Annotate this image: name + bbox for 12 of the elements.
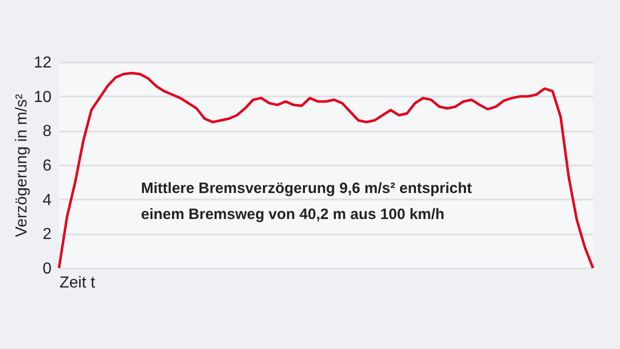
y-tick-label: 10 — [34, 88, 52, 106]
x-axis-title: Zeit t — [60, 274, 96, 292]
annotation: Mittlere Bremsverzögerung 9,6 m/s² entspricht — [141, 180, 472, 197]
y-tick-label: 8 — [42, 123, 52, 140]
y-axis-title: Verzögerung in m/s² — [14, 93, 31, 238]
y-tick-label: 12 — [34, 54, 52, 72]
line-series — [58, 72, 594, 270]
y-tick-label: 0 — [42, 260, 52, 278]
annotation: einem Bremsweg von 40,2 m aus 100 km/h — [141, 206, 444, 223]
y-tick-label: 2 — [42, 226, 52, 244]
y-tick-label: 6 — [42, 158, 52, 174]
y-tick-label: 4 — [42, 192, 52, 209]
